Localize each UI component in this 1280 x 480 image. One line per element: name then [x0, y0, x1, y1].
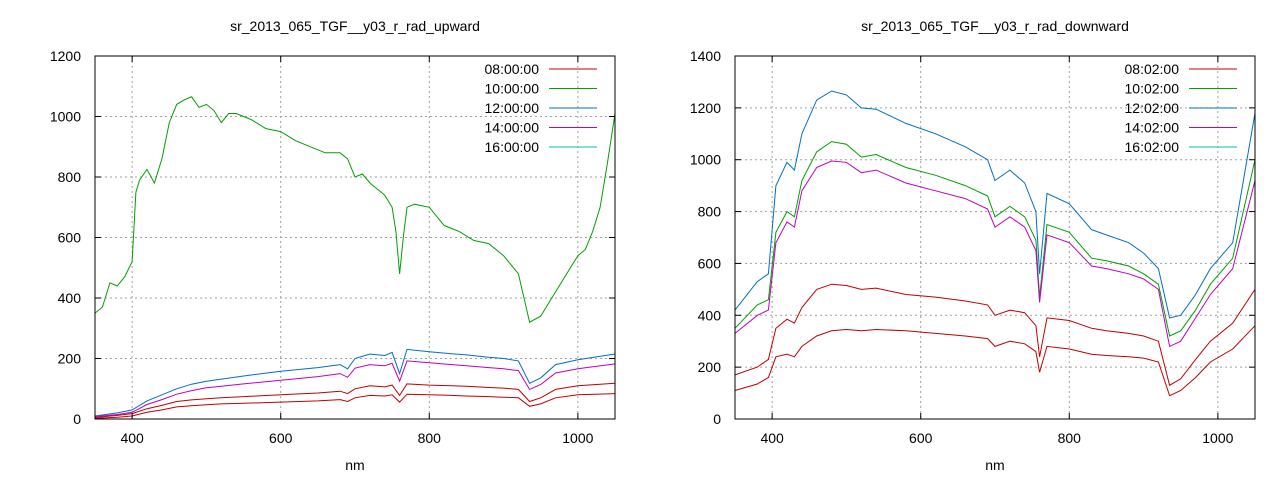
legend-label: 14:02:00: [1125, 120, 1180, 136]
series-line-2: [734, 141, 1256, 337]
legend-label: 08:02:00: [1125, 61, 1180, 77]
series-line-3: [734, 90, 1256, 319]
chart-title: sr_2013_065_TGF__y03_r_rad_downward: [861, 18, 1129, 34]
legend-label: 12:02:00: [1125, 100, 1180, 116]
x-tick-label: 400: [760, 430, 784, 446]
y-tick-label: 0: [713, 411, 721, 427]
x-tick-label: 600: [909, 430, 933, 446]
y-tick-label: 200: [698, 359, 722, 375]
chart-upward: sr_2013_065_TGF__y03_r_rad_upward 400 600 8…: [50, 18, 616, 473]
y-tick-label: 600: [698, 255, 722, 271]
legend-label: 08:00:00: [485, 61, 540, 77]
legend-label: 16:02:00: [1125, 139, 1180, 155]
x-axis-label: nm: [985, 457, 1004, 473]
legend-label: 14:00:00: [485, 120, 540, 136]
y-tick-label: 200: [58, 351, 82, 367]
x-tick-label: 400: [120, 430, 144, 446]
y-tick-label: 1200: [50, 48, 81, 64]
legend-label: 12:00:00: [485, 100, 540, 116]
y-tick-label: 1200: [690, 100, 721, 116]
y-tick-label: 400: [58, 290, 82, 306]
x-tick-label: 1000: [562, 430, 593, 446]
x-tick-label: 800: [1058, 430, 1082, 446]
x-tick-label: 800: [418, 430, 442, 446]
y-tick-label: 800: [698, 204, 722, 220]
y-tick-label: 1400: [690, 48, 721, 64]
series-line-1: [94, 382, 616, 418]
plot-frame: [734, 55, 1256, 420]
series-line-0: [734, 325, 1256, 397]
x-tick-label: 600: [269, 430, 293, 446]
legend-label: 16:00:00: [485, 139, 540, 155]
y-tick-label: 1000: [50, 109, 81, 125]
y-tick-label: 1000: [690, 152, 721, 168]
series-line-4: [94, 360, 616, 418]
legend-label: 10:02:00: [1125, 81, 1180, 97]
series-line-0: [94, 393, 616, 419]
x-axis-label: nm: [345, 457, 364, 473]
y-tick-label: 400: [698, 307, 722, 323]
series-line-4: [734, 160, 1256, 348]
chart-title: sr_2013_065_TGF__y03_r_rad_upward: [230, 18, 480, 34]
series-line-2: [94, 96, 616, 323]
series-line-3: [94, 348, 616, 417]
y-tick-label: 600: [58, 230, 82, 246]
legend-label: 10:00:00: [485, 81, 540, 97]
y-tick-label: 0: [73, 411, 81, 427]
y-tick-label: 800: [58, 169, 82, 185]
x-tick-label: 1000: [1202, 430, 1233, 446]
chart-downward: sr_2013_065_TGF__y03_r_rad_downward 400 60…: [690, 18, 1256, 473]
series-line-1: [734, 283, 1256, 387]
